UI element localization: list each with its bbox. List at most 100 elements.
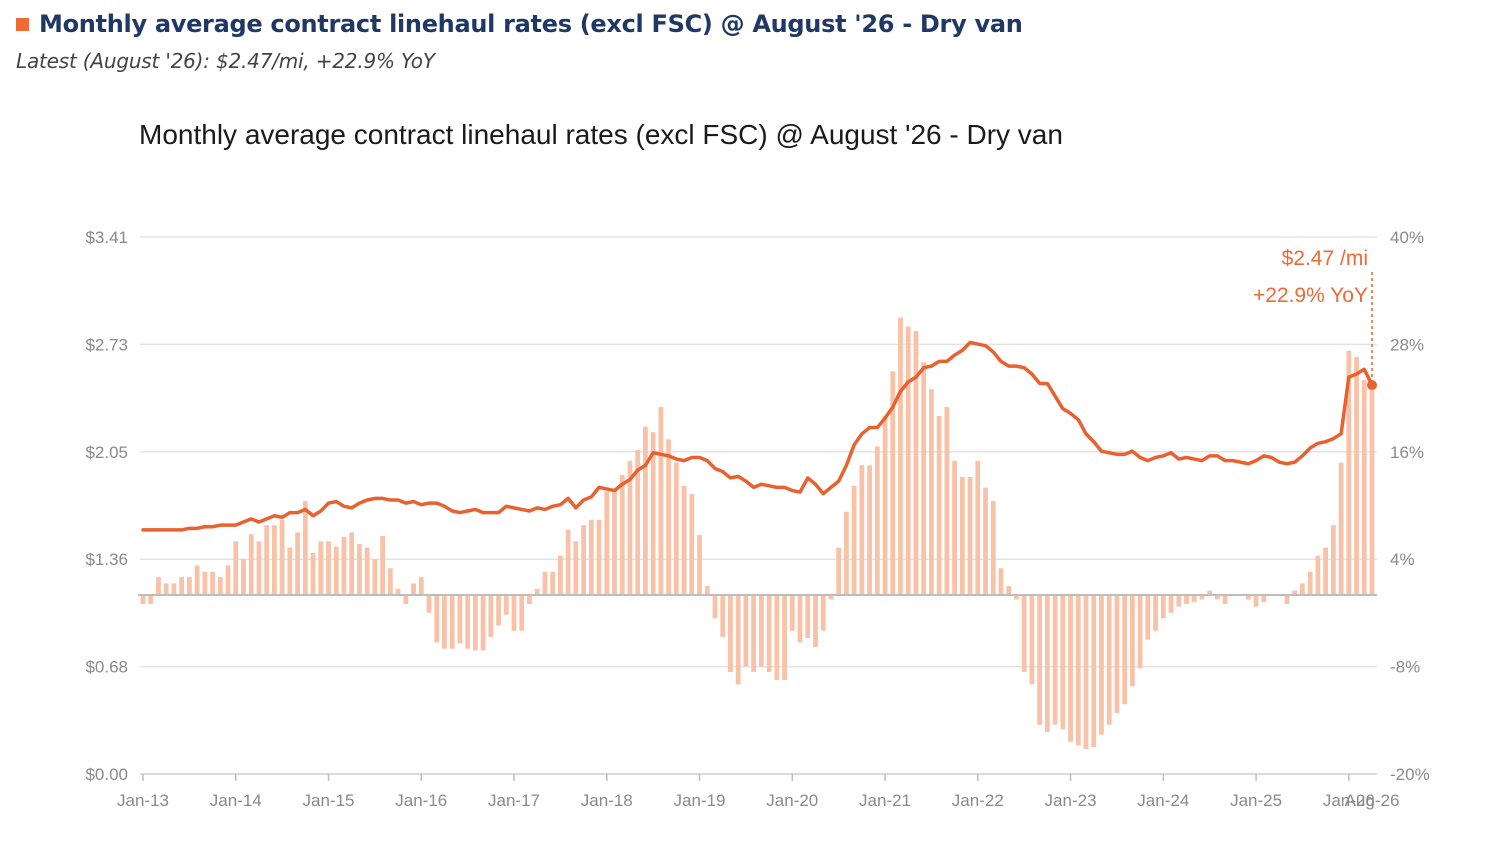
yoy-bar xyxy=(465,595,471,649)
yoy-bar xyxy=(295,532,300,595)
yoy-bar xyxy=(735,595,741,685)
yoy-bar xyxy=(789,595,795,631)
right-tick-label: -20% xyxy=(1390,765,1430,784)
yoy-bar xyxy=(534,588,540,595)
orange-square-icon xyxy=(16,18,29,31)
yoy-bar xyxy=(542,571,548,595)
yoy-bar xyxy=(643,426,648,595)
yoy-bar xyxy=(882,416,888,595)
yoy-bar xyxy=(1091,595,1097,748)
yoy-bar xyxy=(163,583,169,595)
yoy-bar xyxy=(1052,595,1058,725)
yoy-bar xyxy=(952,460,957,595)
yoy-bar xyxy=(1176,595,1182,607)
yoy-bar xyxy=(1207,590,1213,595)
yoy-bar xyxy=(194,565,200,595)
yoy-bar xyxy=(156,577,161,595)
x-tick-label: Jan-19 xyxy=(674,791,726,810)
yoy-bar xyxy=(898,317,903,595)
yoy-bar xyxy=(1037,595,1043,725)
yoy-bar xyxy=(820,595,826,631)
x-tick-label: Jan-26 xyxy=(1323,791,1375,810)
yoy-bar xyxy=(913,330,919,595)
yoy-bar xyxy=(1338,462,1344,595)
yoy-bar xyxy=(843,511,849,595)
latest-annotation: $2.47 /mi +22.9% YoY xyxy=(1253,247,1373,380)
header-subtitle: Latest (August '26): $2.47/mi, +22.9% Yo… xyxy=(16,49,435,73)
x-tick-label: Jan-25 xyxy=(1230,791,1282,810)
yoy-bar xyxy=(472,595,478,651)
yoy-bar xyxy=(519,595,525,631)
yoy-bar xyxy=(233,541,239,595)
yoy-bar xyxy=(411,583,416,595)
yoy-bar xyxy=(387,568,393,595)
yoy-bar xyxy=(418,577,424,595)
yoy-bar xyxy=(1083,595,1089,749)
yoy-bar xyxy=(241,559,246,595)
yoy-bar xyxy=(364,547,370,595)
yoy-bar xyxy=(813,595,818,647)
yoy-bar xyxy=(1323,547,1329,595)
x-tick-label: Jan-13 xyxy=(117,791,169,810)
header: Monthly average contract linehaul rates … xyxy=(16,8,1472,73)
yoy-bar xyxy=(357,543,362,595)
yoy-bar xyxy=(217,577,223,595)
left-tick-label: $3.41 xyxy=(85,228,128,247)
yoy-bar xyxy=(1014,595,1019,600)
yoy-bar xyxy=(596,519,602,595)
yoy-bar xyxy=(1168,595,1174,613)
x-axis: Jan-13 Jan-14 Jan-15 Jan-16 Jan-17 Jan-18 Jan-… xyxy=(117,774,1399,810)
yoy-bar xyxy=(859,465,865,595)
left-tick-label: $2.05 xyxy=(85,443,128,462)
yoy-bar xyxy=(1099,595,1104,735)
x-tick-label: Jan-22 xyxy=(952,791,1004,810)
yoy-bar xyxy=(256,541,262,595)
yoy-bar xyxy=(503,595,509,615)
yoy-bar xyxy=(967,476,973,595)
yoy-bar xyxy=(1129,595,1135,687)
yoy-bar xyxy=(264,525,270,595)
yoy-bar xyxy=(527,595,532,604)
yoy-bar xyxy=(573,541,579,595)
yoy-bar xyxy=(326,541,331,595)
yoy-bar xyxy=(442,595,447,649)
yoy-bar xyxy=(1215,595,1220,600)
yoy-bar xyxy=(1160,595,1166,619)
yoy-bar xyxy=(751,595,757,672)
yoy-bar xyxy=(998,568,1004,595)
right-tick-label: 4% xyxy=(1390,550,1415,569)
yoy-bar xyxy=(279,519,285,595)
chart-title: Monthly average contract linehaul rates … xyxy=(139,119,1063,150)
yoy-bar xyxy=(248,534,254,595)
yoy-bar xyxy=(1075,595,1081,746)
yoy-bar xyxy=(1369,390,1375,595)
yoy-bar xyxy=(959,476,965,595)
yoy-bar xyxy=(774,595,780,681)
yoy-bar xyxy=(380,535,386,595)
rate-line-path xyxy=(141,340,1374,532)
yoy-bar xyxy=(704,586,710,595)
annotation-yoy-label: +22.9% YoY xyxy=(1253,284,1368,307)
x-tick-label: Jan-23 xyxy=(1045,791,1097,810)
yoy-bar xyxy=(697,535,702,595)
yoy-bar xyxy=(712,595,718,619)
yoy-bar xyxy=(1307,571,1313,595)
yoy-bar xyxy=(1245,595,1251,600)
yoy-bar xyxy=(1153,595,1158,631)
yoy-bar xyxy=(836,547,842,595)
x-tick-label: Jan-21 xyxy=(859,791,911,810)
yoy-bar xyxy=(588,519,594,595)
yoy-bar xyxy=(1068,595,1073,742)
yoy-bar xyxy=(1253,595,1259,607)
yoy-bar xyxy=(349,532,355,595)
rate-line xyxy=(141,340,1377,532)
yoy-bar xyxy=(1292,590,1298,595)
yoy-bar xyxy=(395,588,401,595)
yoy-bar xyxy=(511,595,517,631)
yoy-bar xyxy=(272,525,277,595)
yoy-bar xyxy=(565,529,571,595)
yoy-bar xyxy=(558,555,563,595)
yoy-bar xyxy=(287,547,293,595)
yoy-bar xyxy=(179,577,185,595)
